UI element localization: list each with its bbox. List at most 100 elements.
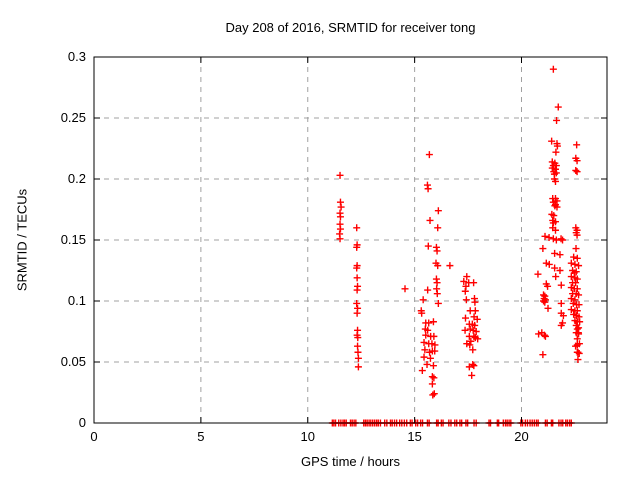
data-point — [462, 296, 470, 304]
data-point — [353, 243, 361, 251]
data-point — [544, 304, 552, 312]
data-point — [573, 168, 581, 176]
data-point — [428, 373, 436, 381]
data-point — [425, 151, 433, 159]
data-point — [470, 279, 478, 287]
data-point — [336, 235, 344, 243]
data-point — [572, 166, 580, 174]
data-point — [571, 296, 579, 304]
data-point — [548, 164, 556, 172]
data-point — [336, 225, 344, 233]
data-point — [431, 347, 439, 355]
data-point — [354, 334, 362, 342]
data-point — [426, 348, 434, 356]
x-tick-label: 10 — [300, 429, 315, 444]
data-point — [472, 328, 480, 335]
data-point — [552, 148, 560, 156]
data-point — [551, 249, 559, 257]
data-point — [550, 212, 558, 220]
data-point — [557, 299, 565, 307]
data-point — [575, 291, 583, 299]
data-point — [336, 171, 344, 179]
data-point — [423, 360, 431, 368]
data-point — [574, 356, 582, 364]
data-point — [433, 247, 441, 255]
data-point — [551, 177, 559, 185]
y-tick-label: 0 — [78, 415, 86, 430]
data-point — [425, 319, 433, 327]
data-point — [541, 298, 549, 306]
data-point — [551, 226, 559, 234]
data-point — [424, 242, 432, 250]
data-point — [467, 337, 475, 345]
data-point — [434, 224, 442, 232]
data-point — [353, 274, 361, 282]
data-point — [430, 374, 438, 382]
data-point — [471, 307, 479, 315]
data-point — [418, 367, 426, 375]
data-point — [549, 65, 557, 73]
data-point — [573, 254, 581, 262]
data-point — [570, 253, 578, 261]
data-point — [474, 335, 482, 343]
data-point — [553, 116, 561, 124]
data-point — [424, 286, 432, 294]
data-point — [434, 262, 442, 270]
data-point — [401, 285, 409, 293]
y-tick-label: 0.1 — [67, 293, 86, 308]
data-point — [556, 251, 564, 259]
data-point — [573, 141, 581, 149]
data-point — [551, 264, 559, 272]
data-point — [473, 315, 481, 323]
data-point — [461, 314, 469, 322]
data-point — [571, 260, 579, 268]
data-point — [354, 342, 362, 350]
data-point — [575, 262, 583, 270]
data-point — [535, 330, 543, 338]
data-point — [460, 277, 468, 285]
data-point — [552, 273, 560, 281]
data-point — [544, 282, 552, 290]
data-point — [424, 326, 432, 334]
data-point — [433, 290, 441, 298]
data-point — [541, 332, 549, 340]
data-point — [430, 390, 438, 398]
data-point — [575, 301, 583, 309]
data-point — [540, 297, 548, 305]
data-point — [426, 354, 434, 362]
data-point — [424, 185, 432, 193]
data-point — [429, 318, 437, 326]
data-point — [354, 363, 362, 371]
data-point — [540, 331, 548, 339]
chart-title: Day 208 of 2016, SRMTID for receiver ton… — [225, 20, 476, 35]
y-tick-label: 0.3 — [67, 49, 86, 64]
data-point — [466, 341, 474, 349]
data-point — [420, 353, 428, 361]
plot-border — [93, 56, 608, 424]
data-point — [559, 236, 567, 244]
data-point — [420, 338, 428, 346]
data-point — [428, 380, 436, 388]
data-point — [465, 363, 473, 371]
data-point — [337, 203, 345, 211]
data-point — [431, 341, 439, 349]
data-point — [470, 362, 478, 370]
x-tick-label: 5 — [197, 429, 205, 444]
y-tick-label: 0.2 — [67, 171, 86, 186]
data-point — [548, 137, 556, 145]
data-point — [557, 321, 565, 329]
data-point — [545, 234, 553, 242]
data-point — [353, 299, 361, 307]
data-point — [567, 295, 575, 303]
data-point — [559, 312, 567, 320]
data-point — [552, 162, 560, 170]
data-point — [353, 309, 361, 317]
data-point — [574, 348, 582, 356]
data-point — [552, 236, 560, 244]
data-point — [354, 354, 362, 362]
data-point — [553, 197, 561, 205]
data-point — [573, 285, 581, 293]
x-tick-label: 15 — [407, 429, 422, 444]
data-point — [461, 287, 469, 295]
data-point — [470, 332, 478, 340]
